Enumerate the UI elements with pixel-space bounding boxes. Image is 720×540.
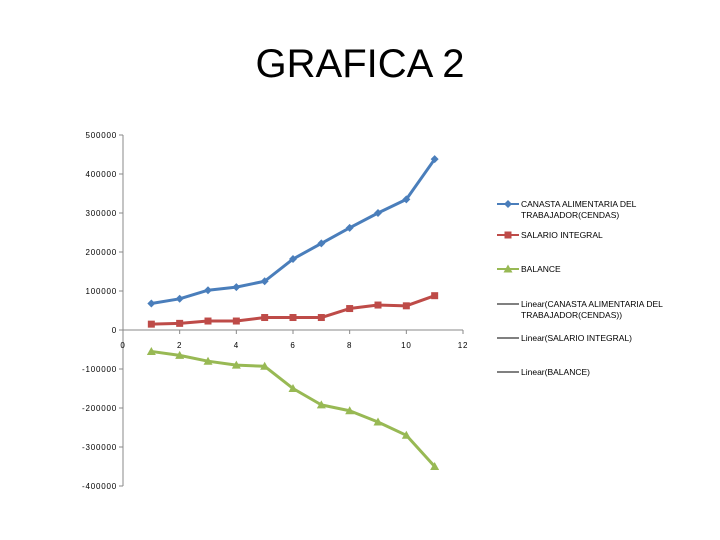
series-3 [146, 346, 440, 470]
data-point [374, 209, 382, 217]
data-point [317, 239, 326, 248]
y-tick-label: -300000 [82, 443, 117, 452]
y-tick-label: 500000 [86, 131, 118, 140]
legend-entry: CANASTA ALIMENTARIA DELTRABAJADOR(CENDAS… [497, 199, 637, 220]
y-tick-label: 100000 [86, 287, 118, 296]
data-point [203, 356, 213, 365]
series-1 [147, 155, 439, 308]
data-point [146, 346, 156, 355]
legend-entry: SALARIO INTEGRAL [497, 230, 603, 240]
data-point [232, 283, 241, 292]
legend-entry-trendline: Linear(CANASTA ALIMENTARIA DELTRABAJADOR… [497, 299, 663, 320]
x-tick-label: 8 [347, 341, 352, 350]
legend-label: Linear(SALARIO INTEGRAL) [521, 333, 632, 343]
data-point [431, 292, 439, 300]
legend-label: TRABAJADOR(CENDAS) [521, 210, 619, 220]
data-point [401, 430, 411, 439]
data-point [504, 231, 512, 239]
data-point [176, 319, 184, 327]
legend-label: SALARIO INTEGRAL [521, 230, 603, 240]
legend-label: TRABAJADOR(CENDAS)) [521, 310, 622, 320]
legend-label: CANASTA ALIMENTARIA DEL [521, 199, 637, 209]
data-point [402, 195, 411, 204]
legend-entry-trendline: Linear(SALARIO INTEGRAL) [497, 333, 632, 343]
data-point [204, 286, 212, 295]
data-point [175, 294, 184, 303]
data-point [504, 200, 512, 208]
legend-label: Linear(BALANCE) [521, 367, 590, 377]
data-point [261, 314, 269, 322]
legend: CANASTA ALIMENTARIA DELTRABAJADOR(CENDAS… [497, 199, 663, 377]
data-point [231, 360, 241, 369]
data-point [289, 314, 297, 322]
x-tick-label: 12 [458, 341, 469, 350]
y-tick-label: -400000 [82, 482, 117, 491]
y-tick-label: 400000 [86, 170, 118, 179]
y-tick-label: 200000 [86, 248, 118, 257]
data-point [288, 384, 298, 392]
y-tick-label: 0 [112, 326, 117, 335]
data-point [430, 155, 439, 164]
data-point [317, 314, 325, 322]
series-layer [146, 155, 440, 470]
data-point [430, 462, 440, 470]
series-line [151, 158, 436, 305]
data-point [147, 299, 156, 308]
x-tick-label: 10 [401, 341, 412, 350]
tick-labels: 500000 400000 300000 200000 100000 0 -100000 -2… [82, 131, 469, 491]
data-point [204, 317, 212, 325]
data-point [402, 302, 410, 310]
legend-entry: BALANCE [497, 264, 561, 274]
data-point [289, 255, 297, 264]
legend-label: BALANCE [521, 264, 561, 274]
data-point [346, 305, 354, 313]
data-point [175, 350, 185, 359]
data-point [345, 406, 355, 415]
data-point [147, 320, 155, 328]
data-point [232, 317, 240, 325]
data-point [503, 264, 513, 273]
data-point [374, 301, 382, 309]
axes [119, 134, 464, 487]
data-point [316, 400, 326, 409]
series-line [151, 349, 436, 468]
x-tick-label: 0 [120, 341, 125, 350]
legend-label: Linear(CANASTA ALIMENTARIA DEL [521, 299, 663, 309]
data-point [260, 361, 270, 370]
legend-entry-trendline: Linear(BALANCE) [497, 367, 590, 377]
y-tick-label: -200000 [82, 404, 117, 413]
slide-title: GRAFICA 2 [255, 42, 465, 86]
y-tick-label: -100000 [82, 365, 117, 374]
data-point [373, 417, 383, 426]
y-tick-label: 300000 [86, 209, 118, 218]
data-point [345, 223, 354, 232]
data-point [260, 277, 269, 286]
x-tick-label: 2 [177, 341, 182, 350]
x-tick-label: 4 [234, 341, 239, 350]
series-2 [147, 292, 439, 328]
x-tick-label: 6 [290, 341, 295, 350]
